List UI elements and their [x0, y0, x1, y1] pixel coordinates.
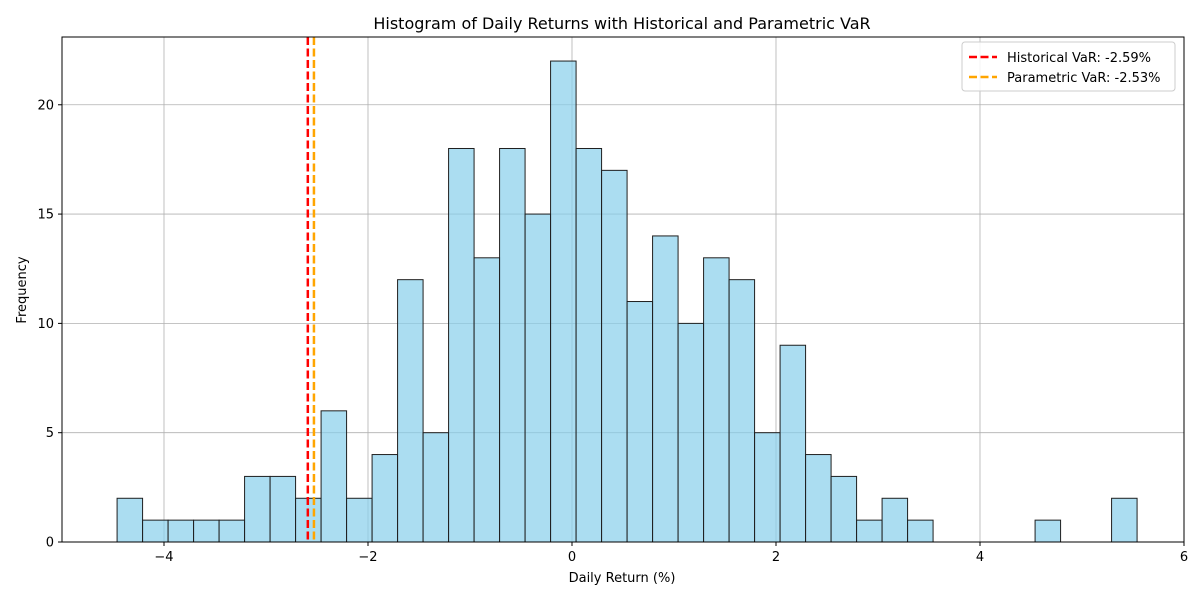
- histogram-bar: [601, 169, 628, 543]
- histogram-bar: [550, 60, 577, 543]
- x-tick-label: −4: [154, 550, 173, 565]
- histogram-bar: [244, 475, 271, 543]
- histogram-bar: [167, 519, 195, 543]
- histogram-bar: [830, 475, 858, 543]
- legend-historical-label: Historical VaR: -2.59%: [1007, 51, 1151, 66]
- y-tick-label: 20: [37, 98, 54, 113]
- histogram-bar: [779, 344, 807, 543]
- legend: Historical VaR: -2.59% Parametric VaR: -…: [961, 41, 1176, 92]
- histogram-bar: [1034, 519, 1062, 543]
- histogram-bar: [881, 497, 909, 543]
- x-tick-label: 2: [772, 550, 780, 565]
- histogram-bar: [856, 519, 883, 543]
- legend-parametric-label: Parametric VaR: -2.53%: [1007, 71, 1161, 86]
- histogram-bar: [193, 519, 220, 543]
- y-tick-label: 10: [37, 317, 54, 332]
- histogram-bar: [575, 147, 603, 543]
- x-axis-ticks: −4 −2 0 2 4 6: [154, 542, 1188, 565]
- histogram-bar: [805, 454, 832, 543]
- histogram-bar: [907, 519, 934, 543]
- x-tick-label: 4: [976, 550, 984, 565]
- x-tick-label: 0: [568, 550, 576, 565]
- histogram-bar: [524, 213, 552, 543]
- histogram-bar: [652, 235, 679, 543]
- histogram-bar: [703, 257, 730, 543]
- y-tick-label: 0: [46, 536, 54, 551]
- histogram-bar: [473, 257, 501, 543]
- legend-box: [961, 41, 1176, 92]
- histogram-bar: [397, 279, 424, 543]
- histogram-bar: [218, 519, 246, 543]
- y-tick-label: 15: [37, 208, 54, 223]
- histogram-bar: [422, 432, 450, 543]
- histogram-bar: [320, 410, 348, 543]
- y-axis-label: Frequency: [15, 256, 30, 323]
- y-tick-label: 5: [46, 426, 54, 441]
- x-tick-label: −2: [358, 550, 377, 565]
- histogram-bar: [754, 432, 781, 543]
- histogram-bar: [499, 147, 526, 543]
- histogram-bar: [269, 475, 297, 543]
- histogram-bar: [142, 519, 169, 543]
- histogram-bars: [116, 60, 1138, 543]
- histogram-bar: [728, 279, 756, 543]
- x-axis-label: Daily Return (%): [569, 571, 676, 586]
- histogram-bar: [371, 454, 399, 543]
- histogram-bar: [346, 497, 373, 543]
- histogram-bar: [448, 147, 475, 543]
- var-lines: [306, 37, 316, 542]
- histogram-bar: [1111, 497, 1138, 543]
- histogram-bar: [677, 322, 705, 543]
- y-axis-ticks: 0 5 10 15 20: [37, 98, 62, 551]
- plot-frame: [61, 36, 1185, 543]
- histogram-bar: [626, 301, 654, 543]
- chart-title: Histogram of Daily Returns with Historic…: [373, 14, 870, 33]
- histogram-bar: [116, 497, 144, 543]
- x-tick-label: 6: [1180, 550, 1188, 565]
